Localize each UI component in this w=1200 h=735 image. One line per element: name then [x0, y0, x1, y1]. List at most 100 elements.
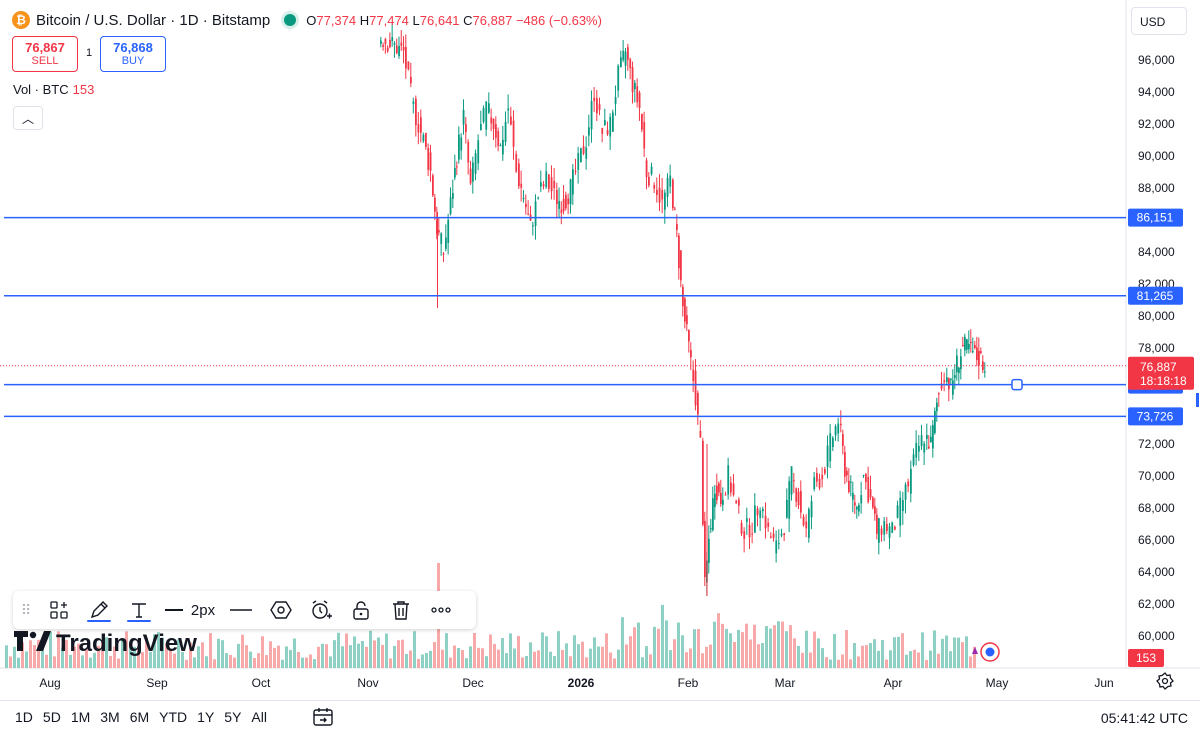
currency-selector[interactable]: USD: [1131, 7, 1187, 35]
candle-up: [569, 179, 572, 205]
candle-down: [427, 147, 430, 170]
volume-bar: [413, 631, 416, 668]
widgets-icon[interactable]: [39, 591, 79, 629]
volume-bar: [765, 626, 768, 668]
candle-down: [872, 497, 874, 508]
candle-down: [674, 208, 676, 210]
hexagon-icon[interactable]: [261, 591, 301, 629]
volume-bar: [353, 636, 356, 668]
volume-bar: [641, 657, 644, 668]
tradingview-logo[interactable]: TradingView: [14, 630, 197, 658]
volume-bar: [793, 638, 796, 668]
candle-up: [522, 197, 525, 200]
candle-down: [425, 132, 427, 147]
volume-bar: [401, 639, 404, 668]
candle-up: [862, 475, 865, 477]
horizontal-line-label-0: 86,151: [1137, 211, 1174, 225]
candle-up: [460, 137, 463, 151]
volume-bar: [857, 656, 860, 668]
range-ytd[interactable]: YTD: [159, 709, 188, 725]
volume-bar: [57, 631, 60, 668]
range-1y[interactable]: 1Y: [197, 709, 215, 725]
candle-up: [458, 134, 460, 160]
sell-button[interactable]: 76,867 SELL: [12, 36, 78, 72]
candle-down: [816, 473, 818, 482]
line-anchor-handle[interactable]: [1011, 378, 1023, 391]
range-5y[interactable]: 5Y: [224, 709, 242, 725]
line-style-icon[interactable]: [221, 591, 261, 629]
text-icon[interactable]: [119, 591, 159, 629]
drag-handle-icon[interactable]: ⠿: [20, 601, 32, 618]
event-marker-icon[interactable]: [972, 647, 978, 654]
volume-bar: [161, 637, 164, 668]
pencil-icon[interactable]: [79, 591, 119, 629]
candle-up: [852, 492, 854, 500]
buy-button[interactable]: 76,868 BUY: [100, 36, 166, 72]
candle-down: [438, 230, 440, 233]
settings-gear-icon[interactable]: [1156, 672, 1174, 695]
price-tick-label-13: 64,000: [1138, 565, 1175, 579]
candle-up: [714, 493, 716, 508]
volume-bar: [521, 657, 524, 668]
volume-bar: [449, 657, 452, 668]
volume-bar: [137, 646, 140, 668]
candle-down: [436, 220, 438, 235]
range-1d[interactable]: 1D: [15, 709, 33, 725]
scale-scroll-handle[interactable]: [1196, 393, 1199, 407]
volume-bar: [481, 648, 484, 668]
volume-bar: [893, 637, 896, 668]
trash-icon[interactable]: [381, 591, 421, 629]
candle-up: [580, 148, 582, 163]
volume-bar: [429, 650, 432, 668]
lock-icon[interactable]: [341, 591, 381, 629]
symbol-title[interactable]: Bitcoin / U.S. Dollar · 1D · Bitstamp: [36, 11, 271, 29]
volume-bar: [245, 645, 248, 668]
candle-down: [686, 315, 688, 325]
range-6m[interactable]: 6M: [129, 709, 150, 725]
volume-bar: [881, 640, 884, 668]
volume-bar: [173, 653, 176, 668]
volume-bar: [209, 633, 212, 668]
volume-bar: [409, 650, 412, 668]
volume-bar: [37, 639, 40, 668]
more-icon[interactable]: [421, 591, 461, 629]
candle-down: [793, 480, 795, 482]
volume-bar: [501, 638, 504, 668]
candle-up: [754, 505, 756, 533]
candle-down: [596, 98, 598, 114]
volume-bar: [257, 653, 260, 668]
volume-bar: [829, 659, 832, 668]
collapse-legend-button[interactable]: ︿: [13, 106, 43, 130]
line-width-button[interactable]: 2px: [159, 591, 221, 629]
utc-clock[interactable]: 05:41:42 UTC: [1100, 710, 1188, 726]
calendar-range-icon[interactable]: [312, 707, 334, 732]
candle-down: [672, 179, 674, 209]
candle-down: [512, 120, 515, 147]
volume-bar: [129, 646, 132, 668]
candle-up: [624, 51, 627, 66]
volume-bar: [753, 624, 756, 668]
candle-up: [932, 424, 934, 449]
volume-bar: [617, 649, 620, 668]
volume-bar: [221, 640, 224, 668]
range-all[interactable]: All: [251, 709, 267, 725]
candle-down: [648, 176, 650, 186]
candle-up: [604, 120, 606, 125]
price-chart[interactable]: 96,00094,00092,00090,00088,00084,00082,0…: [0, 0, 1200, 700]
candle-up: [609, 116, 612, 137]
candle-down: [382, 44, 385, 47]
volume-bar: [737, 629, 740, 668]
volume-bar: [289, 649, 292, 668]
volume-bar: [381, 644, 384, 668]
volume-legend[interactable]: Vol · BTC 153: [13, 82, 94, 97]
candle-down: [720, 492, 722, 505]
alert-icon[interactable]: [301, 591, 341, 629]
range-1m[interactable]: 1M: [70, 709, 91, 725]
range-3m[interactable]: 3M: [100, 709, 120, 725]
volume-bar: [645, 646, 648, 668]
candle-down: [735, 500, 738, 504]
range-5d[interactable]: 5D: [42, 709, 61, 725]
time-tick-label-10: Jun: [1094, 676, 1113, 690]
candle-down: [386, 47, 389, 52]
ohlc-values: O77,374 H77,474 L76,641 C76,887 −486 (−0…: [306, 12, 602, 28]
